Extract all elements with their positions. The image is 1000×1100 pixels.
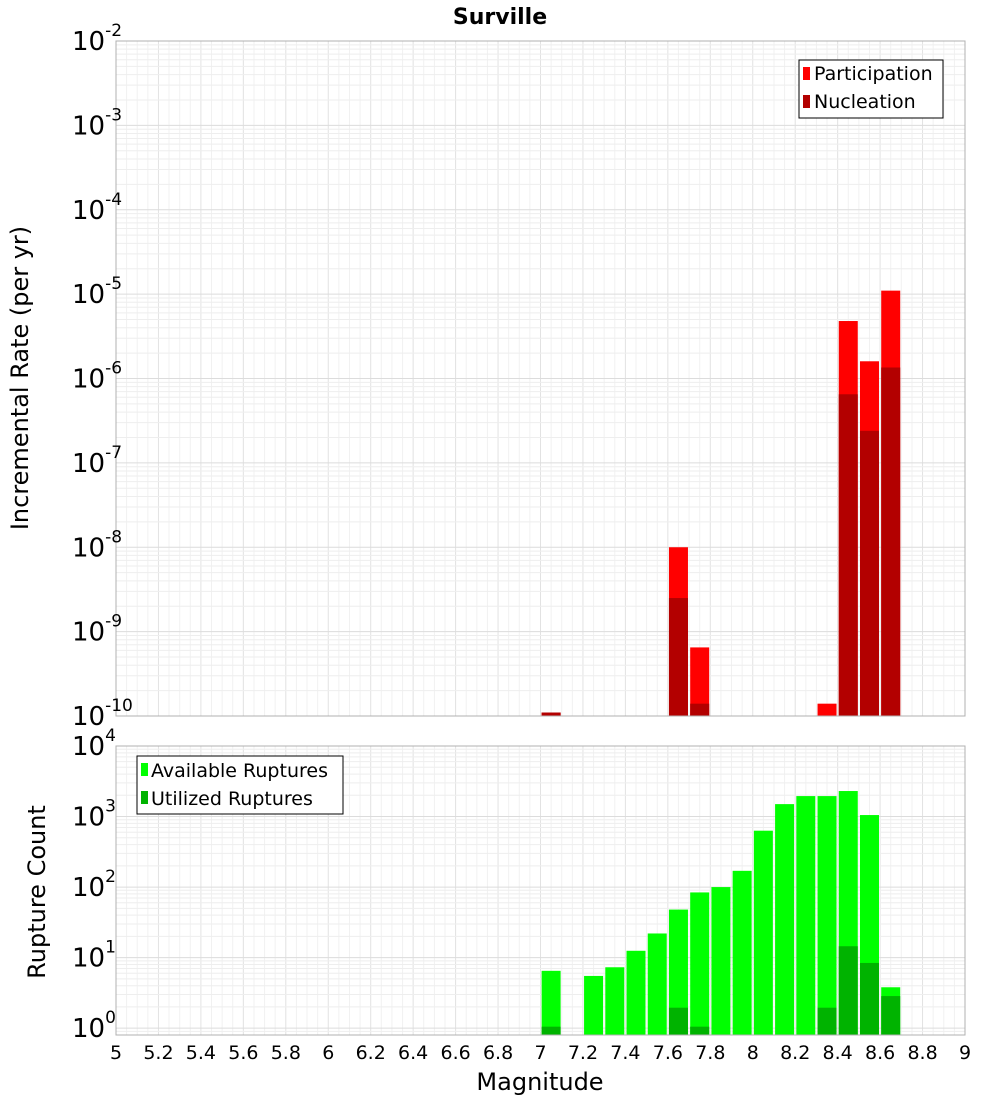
legend-label-nucleation: Nucleation [814, 91, 916, 113]
bottom-y-ticks: 100 101 102 103 104 [72, 726, 116, 1044]
y-tick-label: 102 [72, 867, 116, 903]
x-tick-label: 5.8 [271, 1042, 301, 1064]
top-legend: Participation Nucleation [798, 59, 944, 119]
bar-available-ruptures [584, 975, 604, 1035]
bar-available-ruptures [626, 950, 646, 1035]
y-tick-label: 10-7 [72, 443, 122, 479]
legend-swatch-available [141, 763, 148, 776]
top-bars [541, 290, 901, 716]
top-plot-frame [115, 40, 966, 717]
x-tick-label: 7.4 [610, 1042, 640, 1064]
x-tick-label: 7.6 [653, 1042, 683, 1064]
bottom-legend: Available Ruptures Utilized Ruptures [136, 755, 344, 815]
bar-available-ruptures [711, 887, 731, 1035]
y-tick-label: 10-4 [72, 190, 122, 226]
bar-available-ruptures [775, 804, 795, 1035]
x-tick-label: 8.2 [780, 1042, 810, 1064]
bar-utilized-ruptures [859, 962, 879, 1035]
bottom-y-axis-label: Rupture Count [23, 805, 51, 979]
x-tick-label: 8.8 [907, 1042, 937, 1064]
bar-nucleation [838, 394, 858, 716]
y-tick-label: 103 [72, 797, 116, 833]
bar-utilized-ruptures [541, 1026, 561, 1035]
legend-label-available: Available Ruptures [151, 760, 328, 782]
x-tick-label: 6.2 [356, 1042, 386, 1064]
bar-nucleation [668, 598, 688, 716]
y-tick-label: 10-10 [72, 696, 133, 732]
x-tick-label: 5.2 [143, 1042, 173, 1064]
bar-utilized-ruptures [668, 1007, 688, 1035]
bar-available-ruptures [817, 796, 837, 1035]
y-tick-label: 10-8 [72, 527, 122, 563]
x-tick-label: 6.6 [440, 1042, 470, 1064]
bar-participation [817, 703, 837, 716]
bar-available-ruptures [690, 892, 710, 1035]
y-tick-label: 10-9 [72, 612, 122, 648]
legend-swatch-participation [803, 67, 810, 80]
bar-available-ruptures [732, 870, 752, 1035]
bar-nucleation [541, 712, 561, 716]
top-legend-box [798, 59, 944, 119]
x-tick-label: 6.8 [483, 1042, 513, 1064]
bar-participation [690, 647, 710, 716]
x-tick-label: 8 [747, 1042, 759, 1064]
bottom-bars [541, 791, 901, 1035]
x-axis-label: Magnitude [476, 1068, 603, 1096]
y-tick-label: 10-6 [72, 359, 122, 395]
x-tick-label: 5.6 [228, 1042, 258, 1064]
chart-title: Surville [453, 5, 547, 30]
bar-nucleation [690, 703, 710, 716]
bar-utilized-ruptures [817, 1007, 837, 1035]
x-tick-label: 5 [110, 1042, 122, 1064]
bottom-legend-box [136, 755, 344, 815]
bar-available-ruptures [668, 909, 688, 1035]
bar-available-ruptures [647, 933, 667, 1035]
top-y-axis-label: Incremental Rate (per yr) [6, 226, 34, 530]
y-tick-label: 100 [72, 1008, 116, 1044]
x-tick-label: 7.2 [568, 1042, 598, 1064]
x-tick-label: 9 [959, 1042, 971, 1064]
top-grid [115, 40, 966, 717]
x-tick-label: 5.4 [186, 1042, 216, 1064]
x-tick-label: 6 [322, 1042, 334, 1064]
legend-label-participation: Participation [814, 63, 933, 85]
x-tick-label: 7.8 [695, 1042, 725, 1064]
bar-utilized-ruptures [881, 996, 901, 1035]
legend-swatch-nucleation [803, 95, 810, 108]
y-tick-label: 104 [72, 726, 116, 762]
bar-available-ruptures [541, 970, 561, 1035]
top-y-ticks: 10-10 10-9 10-8 10-7 10-6 10-5 10-4 10-3 10-2 [72, 21, 133, 732]
bar-available-ruptures [796, 796, 816, 1035]
bar-nucleation [859, 430, 879, 716]
x-tick-label: 8.6 [865, 1042, 895, 1064]
legend-swatch-utilized [141, 791, 148, 804]
x-tick-label: 7 [534, 1042, 546, 1064]
y-tick-label: 101 [72, 938, 116, 974]
x-ticks: 5 5.2 5.4 5.6 5.8 6 6.2 6.4 6.6 6.8 7 7.2 7.4 7.6 7.8 8… [110, 1042, 971, 1064]
bar-utilized-ruptures [838, 946, 858, 1035]
y-tick-label: 10-2 [72, 21, 122, 57]
bar-utilized-ruptures [690, 1026, 710, 1035]
bar-available-ruptures [753, 830, 773, 1035]
y-tick-label: 10-5 [72, 274, 122, 310]
legend-label-utilized: Utilized Ruptures [151, 788, 313, 810]
bar-available-ruptures [605, 967, 625, 1035]
x-tick-label: 6.4 [398, 1042, 428, 1064]
x-tick-label: 8.4 [823, 1042, 853, 1064]
y-tick-label: 10-3 [72, 105, 122, 141]
bottom-plot-frame [115, 745, 966, 1036]
bar-nucleation [881, 367, 901, 716]
